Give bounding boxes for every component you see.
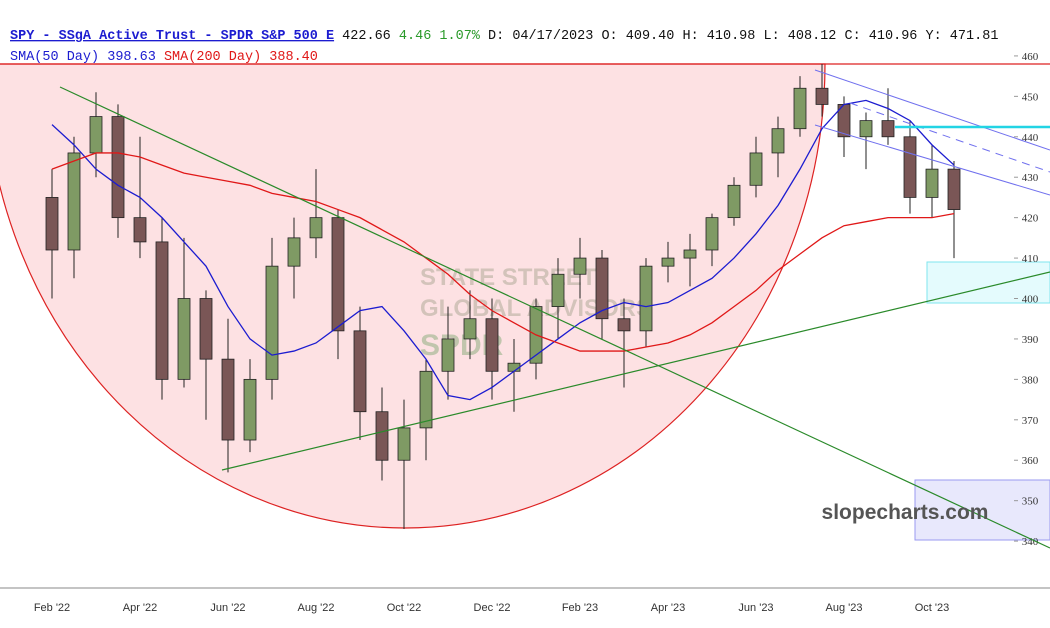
header-line: SPY - SSgA Active Trust - SPDR S&P 500 E… <box>10 29 998 44</box>
candle-body <box>265 265 279 380</box>
x-tick-label: Apr '23 <box>651 602 686 614</box>
last-price: 422.66 <box>342 29 391 44</box>
cyan-box <box>926 261 1050 304</box>
candle-body <box>111 116 125 219</box>
channel-line <box>814 124 1050 196</box>
channel-line <box>814 69 1050 151</box>
y-tick-label: 370 <box>1022 415 1039 427</box>
candle-body <box>441 338 455 372</box>
candle-body <box>133 217 147 243</box>
sma-line <box>51 152 955 352</box>
candle-body <box>859 120 873 138</box>
candle-body <box>661 257 675 267</box>
candle-body <box>67 152 81 251</box>
x-tick-label: Jun '22 <box>210 602 245 614</box>
axes: 340 350 360 370 380 390 400 410 420 430 440 450 460 F… <box>34 51 1039 614</box>
candle-body <box>419 370 433 429</box>
x-tick-label: Aug '22 <box>298 602 335 614</box>
x-tick-label: Aug '23 <box>826 602 863 614</box>
x-tick-label: Feb '22 <box>34 602 70 614</box>
candle-body <box>573 257 587 275</box>
candle-body <box>485 318 499 372</box>
x-tick-label: Oct '22 <box>387 602 422 614</box>
candle-body <box>463 318 477 340</box>
x-tick-label: Jun '23 <box>738 602 773 614</box>
y-tick-label: 460 <box>1022 51 1039 63</box>
y-tick-label: 360 <box>1022 455 1039 467</box>
trendline <box>221 271 1050 471</box>
y-tick-label: 400 <box>1022 294 1039 306</box>
candle-body <box>331 217 345 332</box>
candle-body <box>89 116 103 154</box>
candle-body <box>199 298 213 360</box>
candle-body <box>815 87 829 105</box>
x-tick-label: Apr '22 <box>123 602 158 614</box>
plot <box>45 64 961 529</box>
candle-body <box>749 152 763 186</box>
candle-body <box>309 217 323 239</box>
legend-value: 388.40 <box>269 50 318 65</box>
y-tick-label: 390 <box>1022 334 1039 346</box>
candle-body <box>705 217 719 251</box>
candle-body <box>243 378 257 441</box>
candle-body <box>397 427 411 461</box>
y-tick-label: 430 <box>1022 172 1039 184</box>
y-tick-label: 410 <box>1022 253 1039 265</box>
candle-body <box>727 184 741 219</box>
candle-body <box>177 298 191 380</box>
y-tick-label: 440 <box>1022 132 1039 144</box>
candle-body <box>551 273 565 307</box>
candle-body <box>947 168 961 210</box>
change-pct: 1.07% <box>439 29 480 44</box>
candle-body <box>925 168 939 198</box>
details: D: 04/17/2023 O: 409.40 H: 410.98 L: 408… <box>488 29 998 44</box>
site-watermark: slopecharts.com <box>822 501 989 524</box>
candle-body <box>221 358 235 441</box>
y-tick-label: 450 <box>1022 91 1039 103</box>
x-tick-label: Dec '22 <box>474 602 511 614</box>
legend-name: SMA(200 Day) <box>164 50 261 65</box>
x-tick-label: Feb '23 <box>562 602 598 614</box>
candle-body <box>595 257 609 320</box>
candle-body <box>287 237 301 267</box>
blue-box <box>914 479 1050 541</box>
legend-value: 398.63 <box>107 50 156 65</box>
legend-name: SMA(50 Day) <box>10 50 99 65</box>
candle-body <box>771 128 785 154</box>
channel-midline <box>849 102 1050 173</box>
overlay-legend: SMA(50 Day) 398.63 SMA(200 Day) 388.40 <box>10 50 318 65</box>
logo-line: STATE STREET <box>420 264 597 291</box>
y-tick-label: 350 <box>1022 496 1039 508</box>
candle-body <box>881 120 895 138</box>
symbol[interactable]: SPY - SSgA Active Trust - SPDR S&P 500 E <box>10 29 334 44</box>
candle-body <box>683 249 697 259</box>
candle-body <box>617 318 631 332</box>
candle-body <box>45 197 59 251</box>
candle-body <box>375 411 389 461</box>
candle-body <box>793 87 807 130</box>
x-tick-label: Oct '23 <box>915 602 950 614</box>
y-tick-label: 420 <box>1022 213 1039 225</box>
change: 4.46 <box>399 29 431 44</box>
y-tick-label: 340 <box>1022 536 1039 548</box>
trendlines <box>59 69 1050 549</box>
candle-body <box>507 362 521 372</box>
candle-body <box>155 241 169 380</box>
candle-body <box>903 136 917 198</box>
sma-line <box>51 99 955 401</box>
candle-body <box>639 265 653 332</box>
candle-body <box>353 330 367 413</box>
trendline <box>59 86 1050 549</box>
y-tick-label: 380 <box>1022 374 1039 386</box>
